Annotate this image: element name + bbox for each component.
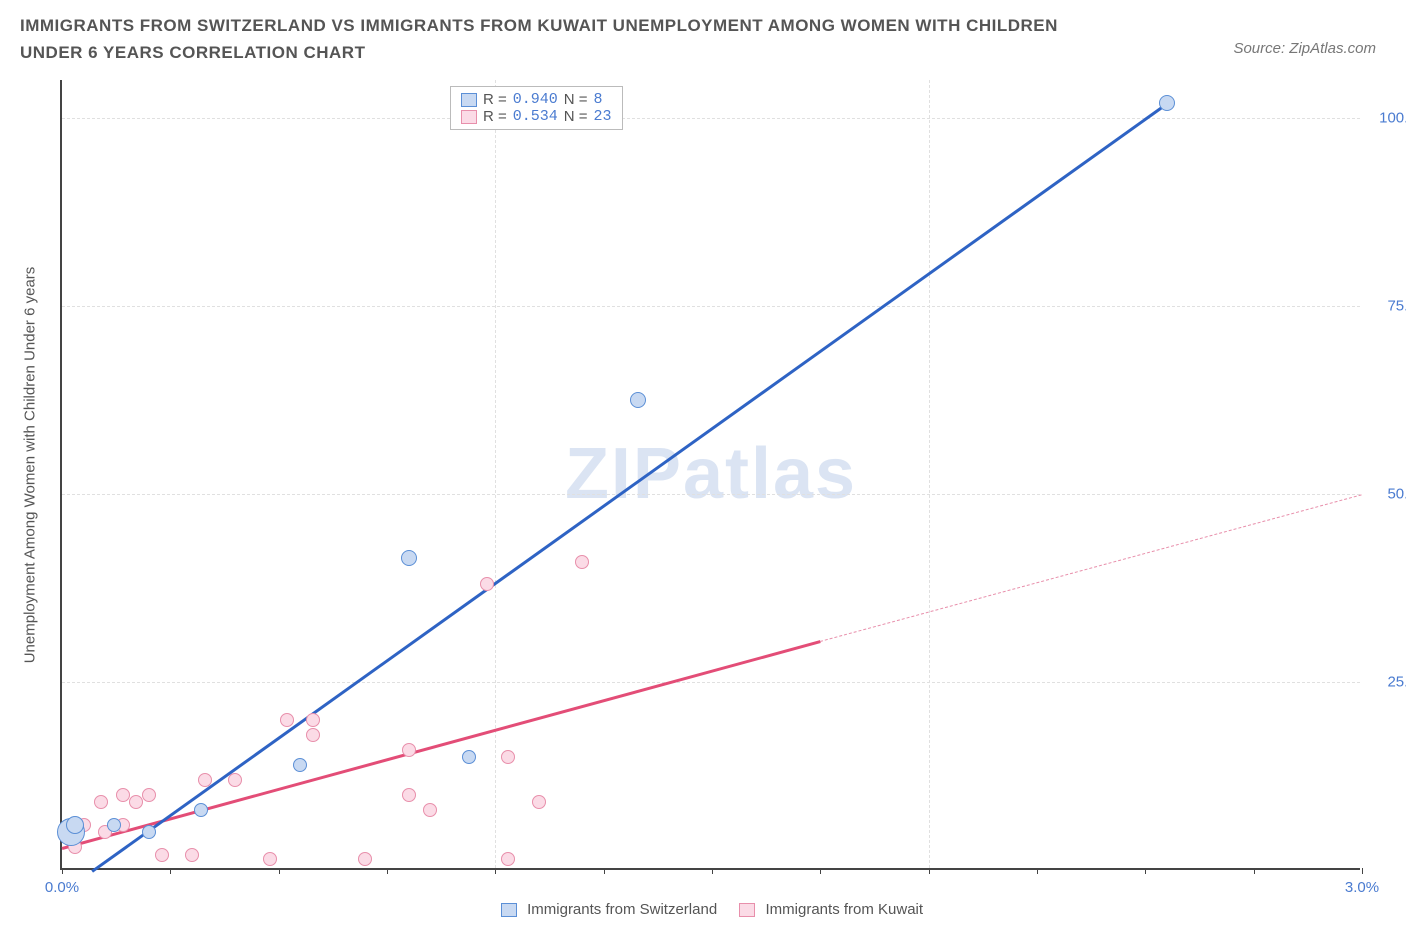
trend-line xyxy=(820,494,1362,642)
x-tick-label: 3.0% xyxy=(1345,879,1379,896)
x-tick-mark xyxy=(929,868,930,874)
data-point-switzerland xyxy=(107,818,121,832)
legend-row-kuwait: R = 0.534 N = 23 xyxy=(461,108,612,125)
data-point-kuwait xyxy=(129,795,143,809)
series-legend: Immigrants from Switzerland Immigrants f… xyxy=(0,901,1406,918)
data-point-switzerland xyxy=(1159,95,1175,111)
x-tick-mark xyxy=(1037,868,1038,874)
gridline-horizontal xyxy=(62,306,1360,307)
data-point-switzerland xyxy=(462,750,476,764)
x-tick-mark xyxy=(604,868,605,874)
x-tick-mark xyxy=(170,868,171,874)
legend-row-switzerland: R = 0.940 N = 8 xyxy=(461,91,612,108)
gridline-vertical xyxy=(929,80,930,868)
data-point-kuwait xyxy=(185,848,199,862)
r-label: R = xyxy=(483,108,507,125)
data-point-kuwait xyxy=(306,713,320,727)
data-point-kuwait xyxy=(306,728,320,742)
series-label-kuwait: Immigrants from Kuwait xyxy=(766,901,924,918)
data-point-switzerland xyxy=(293,758,307,772)
source-label: Source: ZipAtlas.com xyxy=(1233,40,1376,57)
swatch-switzerland xyxy=(461,93,477,107)
data-point-kuwait xyxy=(423,803,437,817)
y-tick-label: 50.0% xyxy=(1370,485,1406,502)
data-point-kuwait xyxy=(198,773,212,787)
x-tick-mark xyxy=(495,868,496,874)
plot-area: ZIPatlas 25.0%50.0%75.0%100.0%0.0%3.0% xyxy=(60,80,1360,870)
gridline-horizontal xyxy=(62,494,1360,495)
y-tick-label: 75.0% xyxy=(1370,297,1406,314)
data-point-kuwait xyxy=(94,795,108,809)
y-tick-label: 100.0% xyxy=(1370,109,1406,126)
x-tick-mark xyxy=(712,868,713,874)
x-tick-mark xyxy=(62,868,63,874)
data-point-switzerland xyxy=(401,550,417,566)
data-point-kuwait xyxy=(358,852,372,866)
data-point-switzerland xyxy=(142,825,156,839)
x-tick-mark xyxy=(1254,868,1255,874)
n-value-kuwait: 23 xyxy=(594,108,612,125)
r-label: R = xyxy=(483,91,507,108)
data-point-kuwait xyxy=(142,788,156,802)
r-value-switzerland: 0.940 xyxy=(513,91,558,108)
x-tick-label: 0.0% xyxy=(45,879,79,896)
data-point-kuwait xyxy=(280,713,294,727)
r-value-kuwait: 0.534 xyxy=(513,108,558,125)
chart-title: IMMIGRANTS FROM SWITZERLAND VS IMMIGRANT… xyxy=(20,12,1090,66)
data-point-kuwait xyxy=(480,577,494,591)
series-label-switzerland: Immigrants from Switzerland xyxy=(527,901,717,918)
x-tick-mark xyxy=(279,868,280,874)
swatch-kuwait xyxy=(461,110,477,124)
data-point-kuwait xyxy=(402,788,416,802)
x-tick-mark xyxy=(1145,868,1146,874)
trend-line xyxy=(92,103,1168,872)
data-point-kuwait xyxy=(501,852,515,866)
gridline-horizontal xyxy=(62,118,1360,119)
x-tick-mark xyxy=(1362,868,1363,874)
y-tick-label: 25.0% xyxy=(1370,673,1406,690)
gridline-vertical xyxy=(495,80,496,868)
swatch-switzerland xyxy=(501,903,517,917)
n-label: N = xyxy=(564,108,588,125)
data-point-kuwait xyxy=(228,773,242,787)
y-axis-label: Unemployment Among Women with Children U… xyxy=(22,267,39,664)
data-point-kuwait xyxy=(575,555,589,569)
data-point-kuwait xyxy=(263,852,277,866)
data-point-switzerland xyxy=(194,803,208,817)
data-point-kuwait xyxy=(532,795,546,809)
n-label: N = xyxy=(564,91,588,108)
data-point-switzerland xyxy=(630,392,646,408)
correlation-legend: R = 0.940 N = 8 R = 0.534 N = 23 xyxy=(450,86,623,130)
data-point-kuwait xyxy=(501,750,515,764)
gridline-horizontal xyxy=(62,682,1360,683)
trend-line xyxy=(62,641,821,850)
data-point-kuwait xyxy=(402,743,416,757)
data-point-kuwait xyxy=(155,848,169,862)
swatch-kuwait xyxy=(739,903,755,917)
data-point-switzerland xyxy=(66,816,84,834)
x-tick-mark xyxy=(820,868,821,874)
x-tick-mark xyxy=(387,868,388,874)
n-value-switzerland: 8 xyxy=(594,91,603,108)
data-point-kuwait xyxy=(116,788,130,802)
